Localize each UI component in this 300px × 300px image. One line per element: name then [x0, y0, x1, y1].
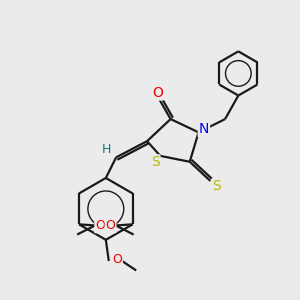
Text: O: O	[112, 253, 122, 266]
Text: S: S	[212, 179, 221, 193]
Text: N: N	[199, 122, 209, 136]
Text: O: O	[95, 219, 105, 232]
Text: O: O	[152, 85, 163, 100]
Text: H: H	[102, 142, 111, 156]
Text: O: O	[106, 219, 116, 232]
Text: S: S	[151, 155, 159, 170]
